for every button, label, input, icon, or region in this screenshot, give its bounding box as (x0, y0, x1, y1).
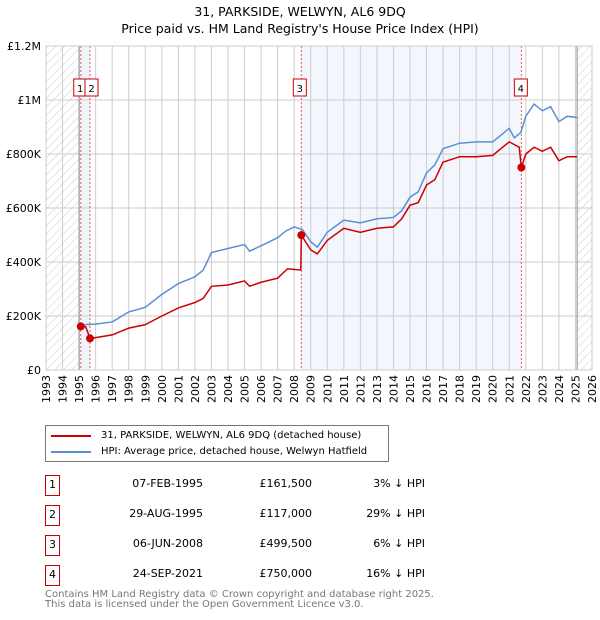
series-line (80, 140, 578, 340)
hpi-diff: 16% ↓ HPI (366, 567, 425, 580)
sale-point (86, 334, 95, 343)
sale-price: £750,000 (259, 567, 313, 580)
sale-label-box (292, 78, 307, 97)
x-tick-label: 2003 (205, 375, 218, 403)
series-line (80, 102, 578, 326)
hpi-diff: 6% ↓ HPI (373, 537, 425, 550)
plot-border (45, 45, 593, 371)
legend: 31, PARKSIDE, WELWYN, AL6 9DQ (detached … (45, 425, 389, 462)
title-line: 31, PARKSIDE, WELWYN, AL6 9DQ (194, 4, 406, 19)
sale-price: £161,500 (259, 477, 313, 490)
y-tick-label: £1M (18, 94, 42, 107)
x-tick-label: 1998 (123, 375, 136, 403)
legend-swatch (51, 434, 91, 437)
transaction-row: 4 24-SEP-2021 £750,000 16% ↓ HPI (45, 565, 425, 586)
transaction-row: 3 06-JUN-2008 £499,500 6% ↓ HPI (45, 535, 425, 556)
y-tick-label: £800K (6, 148, 42, 161)
x-tick-label: 2004 (222, 375, 235, 403)
sale-point (76, 322, 85, 331)
legend-item-property: 31, PARKSIDE, WELWYN, AL6 9DQ (detached … (51, 430, 361, 441)
x-tick-label: 2022 (520, 375, 533, 403)
x-tick-label: 2005 (239, 375, 252, 403)
sale-number-badge: 1 (45, 475, 60, 496)
sale-number-badge: 4 (45, 565, 60, 586)
footer-line: Contains HM Land Registry data © Crown c… (45, 589, 434, 600)
transaction-row: 1 07-FEB-1995 £161,500 3% ↓ HPI (45, 475, 425, 496)
sale-date: 29-AUG-1995 (129, 507, 203, 520)
x-tick-label: 2009 (305, 375, 318, 403)
x-tick-label: 1993 (40, 375, 53, 403)
x-tick-label: 2016 (421, 375, 434, 403)
y-tick-label: £400K (6, 256, 42, 269)
x-tick-label: 2025 (569, 375, 582, 403)
sale-price: £499,500 (259, 537, 313, 550)
sale-label-box (513, 78, 528, 97)
footer: Contains HM Land Registry data © Crown c… (45, 590, 434, 610)
sale-point (517, 163, 526, 172)
x-tick-label: 2006 (255, 375, 268, 403)
sale-date: 24-SEP-2021 (132, 567, 203, 580)
x-tick-label: 2015 (404, 375, 417, 403)
price-chart: 1993 1994 1995 1996 1997 1998 1999 2000 2001 2002… (6, 40, 599, 403)
x-tick-label: 2017 (437, 375, 450, 403)
sale-label-box (84, 78, 99, 97)
x-tick-label: 2019 (470, 375, 483, 403)
x-tick-label: 2021 (503, 375, 516, 403)
legend-label: 31, PARKSIDE, WELWYN, AL6 9DQ (detached … (101, 430, 362, 441)
footer-line: This data is licensed under the Open Gov… (45, 599, 364, 610)
sale-date: 06-JUN-2008 (132, 537, 203, 550)
y-tick-label: £0 (27, 364, 41, 377)
sale-label: 3 (297, 84, 303, 95)
subtitle-line: Price paid vs. HM Land Registry's House … (121, 21, 479, 36)
y-tick-label: £600K (6, 202, 42, 215)
x-tick-label: 2001 (172, 375, 185, 403)
x-tick-label: 2008 (288, 375, 301, 403)
hpi-diff: 3% ↓ HPI (373, 477, 425, 490)
x-tick-label: 1995 (73, 375, 86, 403)
x-tick-label: 2020 (487, 375, 500, 403)
chart-title: 31, PARKSIDE, WELWYN, AL6 9DQ Price paid … (0, 3, 600, 37)
x-tick-label: 2026 (586, 375, 599, 403)
y-tick-label: £1.2M (7, 40, 41, 53)
hpi-diff: 29% ↓ HPI (366, 507, 425, 520)
x-tick-label: 2000 (156, 375, 169, 403)
sale-price: £117,000 (259, 507, 313, 520)
transaction-row: 2 29-AUG-1995 £117,000 29% ↓ HPI (45, 505, 425, 526)
x-tick-label: 2013 (371, 375, 384, 403)
x-tick-label: 2018 (454, 375, 467, 403)
legend-label: HPI: Average price, detached house, Welw… (101, 446, 368, 457)
x-tick-label: 2010 (321, 375, 334, 403)
x-tick-label: 1997 (106, 375, 119, 403)
x-tick-label: 2002 (189, 375, 202, 403)
y-tick-label: £200K (6, 310, 42, 323)
x-tick-label: 2007 (272, 375, 285, 403)
sale-number-badge: 2 (45, 505, 60, 526)
x-tick-label: 2011 (338, 375, 351, 403)
legend-item-hpi: HPI: Average price, detached house, Welw… (51, 446, 367, 457)
legend-swatch (51, 450, 91, 453)
x-tick-label: 1996 (90, 375, 103, 403)
sale-label: 4 (518, 84, 524, 95)
x-tick-label: 2014 (387, 375, 400, 403)
x-tick-label: 1994 (57, 375, 70, 403)
x-tick-label: 2023 (536, 375, 549, 403)
sale-label: 1 (77, 84, 83, 95)
sale-point (297, 231, 306, 240)
x-tick-label: 2012 (354, 375, 367, 403)
x-tick-label: 1999 (139, 375, 152, 403)
sale-date: 07-FEB-1995 (132, 477, 203, 490)
sale-number-badge: 3 (45, 535, 60, 556)
x-tick-label: 2024 (553, 375, 566, 403)
sale-label: 2 (88, 84, 94, 95)
